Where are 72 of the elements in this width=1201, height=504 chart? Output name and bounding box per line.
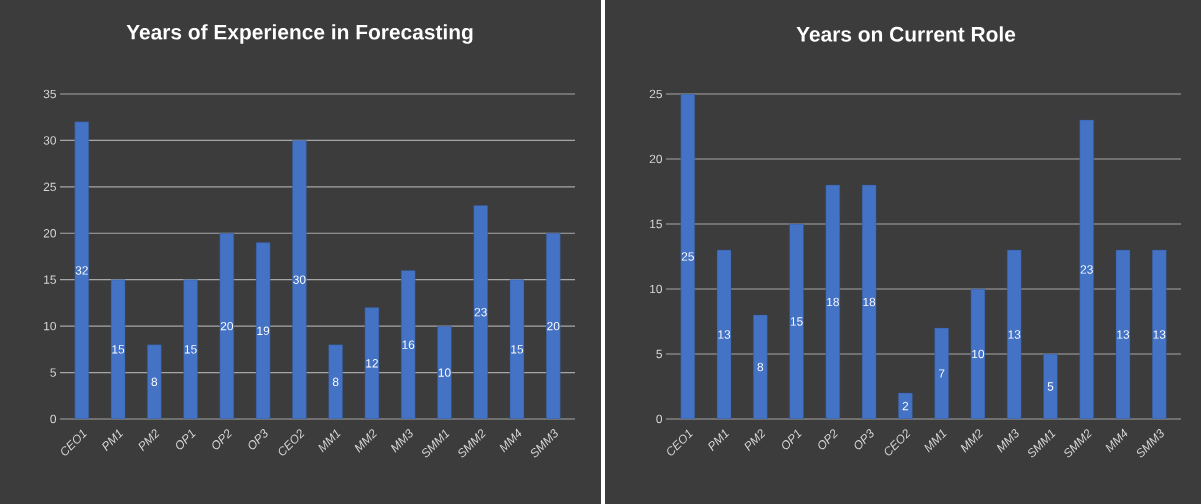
data-label: 12 [366, 359, 378, 368]
bar [509, 279, 525, 419]
y-tick-label: 10 [650, 284, 663, 294]
bar [1079, 119, 1094, 419]
data-label: 15 [511, 345, 524, 354]
y-tick-label: 20 [43, 229, 57, 238]
data-label: 13 [718, 330, 731, 339]
data-label: 8 [151, 377, 158, 387]
data-label: 13 [1153, 330, 1166, 339]
data-label: 30 [293, 275, 306, 284]
data-label: 8 [332, 377, 339, 387]
data-label: 20 [547, 321, 560, 331]
bar [74, 121, 89, 419]
data-label: 15 [184, 345, 197, 354]
bar [328, 344, 343, 419]
data-label: 7 [938, 369, 945, 378]
y-tick-label: 15 [650, 219, 662, 229]
y-tick-label: 5 [50, 368, 56, 377]
bar [400, 270, 416, 419]
data-label: 32 [75, 266, 88, 275]
bar [546, 233, 561, 419]
bar [970, 288, 986, 419]
data-label: 23 [474, 307, 487, 317]
data-label: 15 [790, 317, 803, 326]
y-tick-label: 0 [50, 414, 57, 424]
y-tick-label: 20 [649, 154, 663, 164]
chart-title: Years on Current Role [796, 26, 1016, 42]
y-tick-label: 25 [649, 89, 662, 99]
data-label: 15 [112, 345, 125, 354]
bar [1006, 249, 1022, 419]
bar [934, 327, 949, 419]
y-tick-label: 15 [44, 275, 56, 284]
bar [861, 184, 877, 419]
bar [255, 242, 271, 419]
chart-title: Years of Experience in Forecasting [126, 24, 473, 44]
y-tick-label: 5 [656, 349, 662, 359]
data-label: 18 [863, 297, 876, 307]
data-label: 10 [972, 349, 985, 359]
data-label: 25 [681, 252, 694, 261]
bar [473, 205, 488, 419]
bar [364, 307, 380, 419]
bar [1152, 249, 1167, 419]
y-tick-label: 35 [43, 89, 56, 99]
bar [219, 233, 235, 419]
data-label: 2 [902, 401, 909, 411]
data-label: 18 [827, 297, 839, 307]
bar [753, 314, 768, 419]
data-label: 8 [757, 362, 764, 372]
bar [680, 93, 695, 419]
bar [110, 279, 126, 419]
bar [825, 184, 841, 419]
bar [898, 392, 913, 419]
bar [716, 249, 732, 419]
data-label: 5 [1047, 382, 1054, 391]
data-label: 19 [257, 326, 270, 335]
bar [292, 140, 307, 419]
bar [789, 223, 804, 419]
data-label: 16 [402, 340, 415, 349]
data-label: 10 [438, 368, 451, 377]
bar [1115, 249, 1131, 419]
bar [437, 325, 452, 419]
bar [183, 279, 198, 419]
data-label: 23 [1080, 265, 1093, 274]
y-tick-label: 0 [656, 414, 663, 424]
y-tick-label: 25 [43, 182, 56, 192]
data-label: 13 [1008, 330, 1021, 339]
y-tick-label: 10 [44, 321, 57, 331]
data-label: 20 [220, 321, 234, 331]
y-tick-label: 30 [43, 136, 57, 145]
bar [1043, 353, 1058, 419]
bar [147, 344, 162, 419]
data-label: 13 [1117, 330, 1130, 339]
